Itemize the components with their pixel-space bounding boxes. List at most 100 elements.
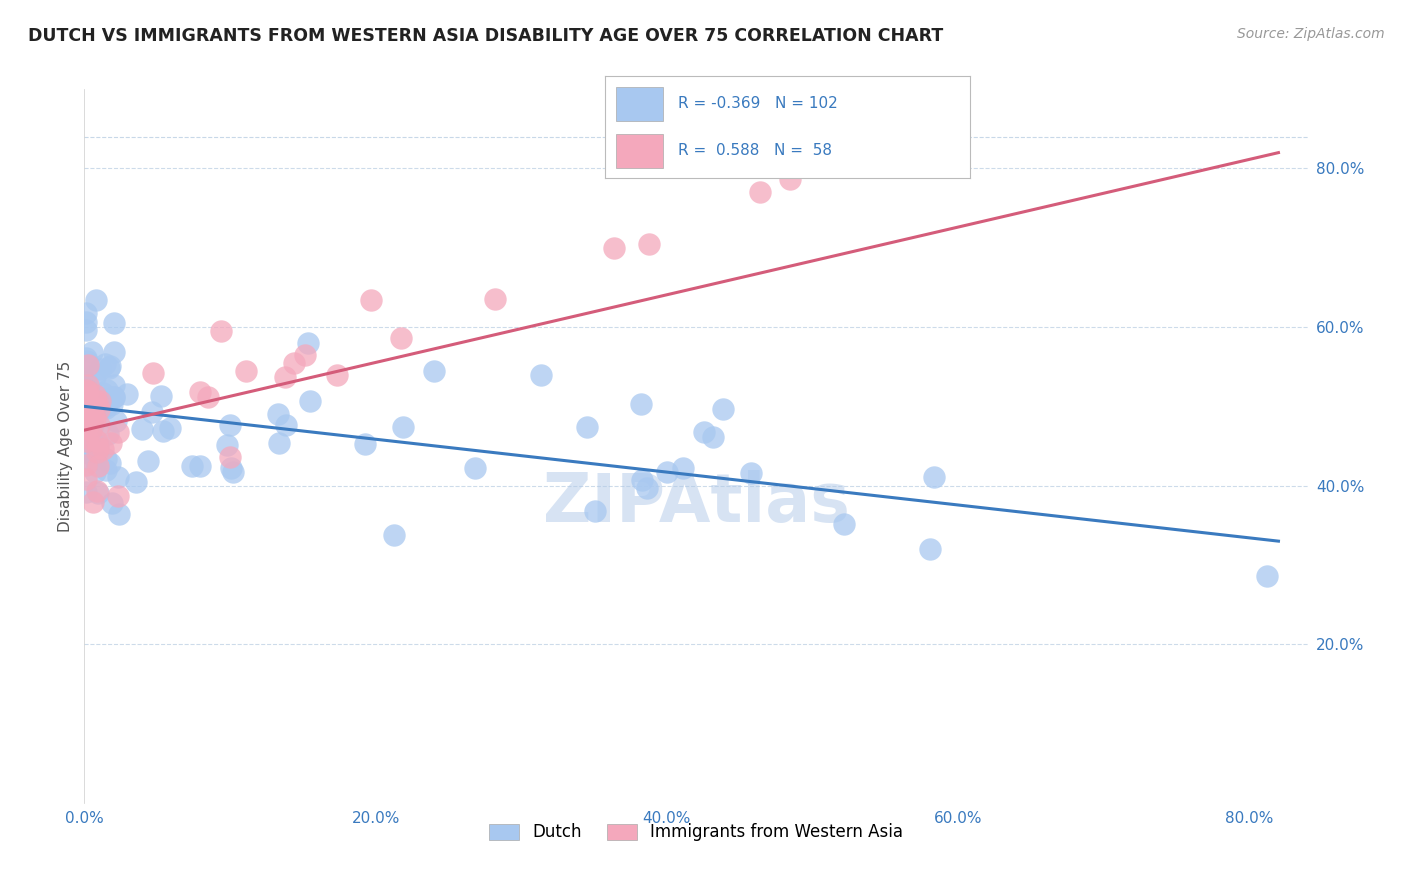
Point	[389, 331, 412, 345]
Point	[75, 420, 97, 434]
Point	[1256, 569, 1278, 583]
Point	[702, 430, 724, 444]
Point	[75, 434, 97, 448]
Text: ZIPAtlas: ZIPAtlas	[543, 470, 849, 536]
Point	[76, 418, 98, 433]
Point	[711, 401, 734, 416]
Point	[93, 400, 115, 414]
Point	[209, 324, 232, 338]
Point	[219, 460, 242, 475]
Point	[75, 484, 97, 499]
Point	[75, 450, 97, 465]
Point	[920, 542, 942, 557]
Point	[360, 293, 382, 307]
Point	[298, 394, 321, 409]
Point	[159, 421, 181, 435]
Point	[218, 450, 240, 465]
Point	[82, 385, 104, 400]
Point	[75, 412, 97, 426]
Point	[75, 404, 97, 418]
Point	[75, 383, 97, 397]
Point	[107, 470, 129, 484]
Point	[96, 384, 118, 398]
Point	[354, 437, 377, 451]
Point	[94, 401, 117, 415]
Point	[75, 323, 97, 337]
Point	[215, 438, 238, 452]
Point	[98, 456, 121, 470]
Point	[583, 503, 606, 517]
Point	[84, 370, 107, 384]
Point	[76, 411, 98, 425]
Point	[630, 397, 652, 411]
Point	[83, 465, 105, 479]
Point	[76, 425, 98, 439]
Point	[104, 414, 127, 428]
Point	[84, 411, 107, 425]
Point	[79, 403, 101, 417]
Point	[75, 414, 97, 428]
Point	[82, 417, 104, 432]
Text: R = -0.369   N = 102: R = -0.369 N = 102	[678, 96, 838, 111]
Point	[101, 397, 124, 411]
Point	[94, 452, 117, 467]
Point	[87, 401, 110, 416]
Text: Source: ZipAtlas.com: Source: ZipAtlas.com	[1237, 27, 1385, 41]
Point	[141, 405, 163, 419]
Point	[107, 425, 129, 439]
Point	[75, 433, 97, 447]
Point	[75, 422, 97, 436]
Point	[75, 351, 97, 366]
Point	[75, 415, 97, 429]
Point	[115, 386, 138, 401]
Point	[98, 360, 121, 375]
Point	[76, 416, 98, 430]
Point	[86, 434, 108, 449]
Point	[267, 408, 290, 422]
Point	[276, 417, 298, 432]
Text: R =  0.588   N =  58: R = 0.588 N = 58	[678, 144, 832, 158]
FancyBboxPatch shape	[616, 87, 664, 121]
Point	[636, 481, 658, 495]
Point	[91, 386, 114, 401]
Point	[422, 363, 444, 377]
Point	[101, 496, 124, 510]
Text: DUTCH VS IMMIGRANTS FROM WESTERN ASIA DISABILITY AGE OVER 75 CORRELATION CHART: DUTCH VS IMMIGRANTS FROM WESTERN ASIA DI…	[28, 27, 943, 45]
Point	[100, 436, 122, 450]
Point	[75, 420, 97, 434]
Point	[672, 460, 695, 475]
Point	[576, 420, 599, 434]
Point	[76, 445, 98, 459]
Point	[98, 359, 121, 374]
Point	[142, 366, 165, 380]
Point	[75, 383, 97, 397]
Point	[188, 458, 211, 473]
Point	[77, 358, 100, 372]
Point	[94, 463, 117, 477]
Point	[103, 390, 125, 404]
Point	[75, 392, 97, 406]
Point	[84, 399, 107, 413]
Point	[80, 423, 103, 437]
Legend: Dutch, Immigrants from Western Asia: Dutch, Immigrants from Western Asia	[482, 817, 910, 848]
Point	[97, 392, 120, 406]
Point	[76, 394, 98, 409]
Point	[693, 425, 716, 440]
Point	[77, 384, 100, 398]
Point	[76, 441, 98, 455]
Point	[75, 472, 97, 486]
Point	[749, 186, 772, 200]
Point	[75, 409, 97, 424]
Point	[86, 395, 108, 409]
Point	[86, 443, 108, 458]
Point	[76, 354, 98, 368]
Point	[86, 445, 108, 459]
Point	[530, 368, 553, 382]
Point	[75, 314, 97, 328]
Point	[89, 393, 111, 408]
Point	[75, 412, 97, 426]
Point	[82, 495, 104, 509]
Point	[197, 390, 219, 404]
Point	[75, 384, 97, 398]
Point	[267, 436, 290, 450]
